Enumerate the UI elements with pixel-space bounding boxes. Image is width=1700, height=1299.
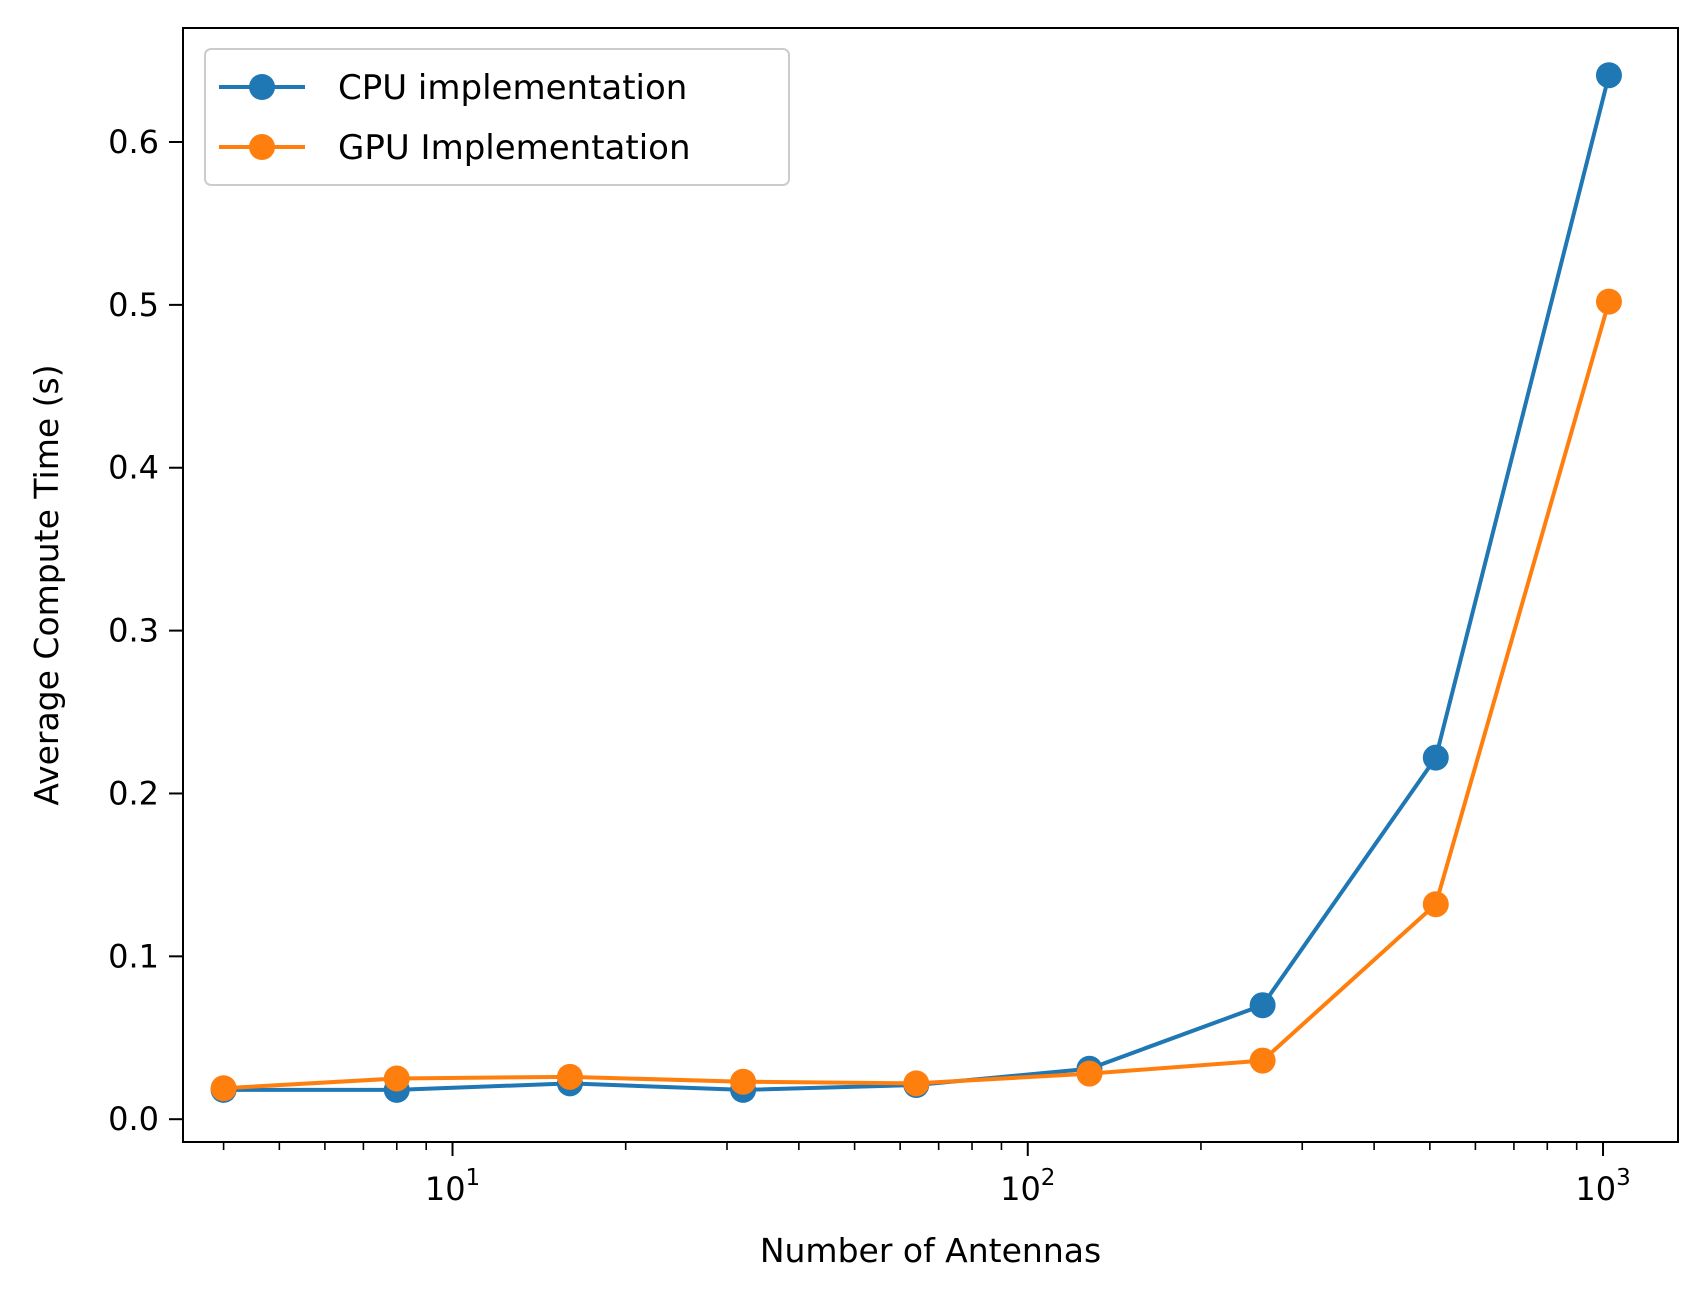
data-point bbox=[210, 1075, 237, 1102]
series-line bbox=[223, 301, 1611, 1091]
data-point bbox=[1595, 288, 1622, 315]
data-point bbox=[1076, 1060, 1103, 1087]
series-cpu bbox=[210, 62, 1622, 1103]
data-point bbox=[903, 1070, 930, 1097]
y-tick-label: 0.6 bbox=[108, 123, 159, 161]
x-tick-label-base: 10 bbox=[1575, 1170, 1616, 1208]
data-point bbox=[1422, 744, 1449, 771]
legend-marker bbox=[249, 74, 275, 100]
x-tick-label: 101 bbox=[425, 1165, 480, 1208]
x-axis-ticks: 101 102 103 bbox=[222, 1142, 1631, 1208]
legend-item-cpu: CPU implementation bbox=[219, 68, 687, 108]
plot-frame bbox=[182, 27, 1679, 1143]
x-tick-label-base: 10 bbox=[425, 1170, 466, 1208]
x-tick-label-exponent: 2 bbox=[1041, 1165, 1056, 1191]
data-point bbox=[383, 1065, 410, 1092]
x-tick-label: 102 bbox=[1000, 1165, 1055, 1208]
x-tick-label-exponent: 3 bbox=[1616, 1165, 1631, 1191]
data-point bbox=[556, 1063, 583, 1090]
data-point bbox=[730, 1068, 757, 1095]
legend: CPU implementation GPU Implementation bbox=[204, 48, 790, 186]
x-axis-label: Number of Antennas bbox=[760, 1231, 1101, 1270]
y-tick-label: 0.4 bbox=[108, 449, 159, 487]
data-point bbox=[1595, 62, 1622, 89]
legend-marker bbox=[249, 134, 275, 160]
x-tick-label: 103 bbox=[1575, 1165, 1630, 1208]
x-tick-label-base: 10 bbox=[1000, 1170, 1041, 1208]
legend-label: CPU implementation bbox=[338, 68, 687, 108]
y-axis-label: Average Compute Time (s) bbox=[27, 364, 66, 805]
y-axis-ticks: 0.0 0.1 0.2 0.3 0.4 0.5 0.6 bbox=[108, 123, 183, 1138]
data-point bbox=[1249, 992, 1276, 1019]
x-tick-label-exponent: 1 bbox=[466, 1165, 481, 1191]
data-point bbox=[1422, 891, 1449, 918]
legend-item-gpu: GPU Implementation bbox=[219, 128, 691, 168]
data-point bbox=[1249, 1047, 1276, 1074]
y-tick-label: 0.2 bbox=[108, 774, 159, 812]
y-tick-label: 0.0 bbox=[108, 1100, 159, 1138]
series-gpu bbox=[210, 288, 1622, 1102]
legend-label: GPU Implementation bbox=[338, 128, 691, 168]
y-tick-label: 0.3 bbox=[108, 612, 159, 650]
y-tick-label: 0.5 bbox=[108, 286, 159, 324]
y-tick-label: 0.1 bbox=[108, 937, 159, 975]
legend-box bbox=[204, 48, 790, 186]
plot-content bbox=[210, 62, 1622, 1103]
